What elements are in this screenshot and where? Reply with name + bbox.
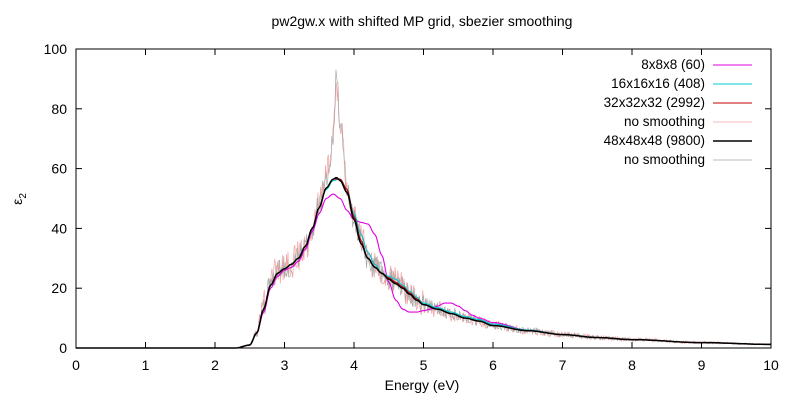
y-tick-label: 20	[51, 280, 67, 296]
x-tick-label: 5	[420, 357, 428, 373]
svg-text:ε2: ε2	[9, 193, 29, 205]
legend-label: 16x16x16 (408)	[611, 76, 705, 91]
x-tick-label: 4	[350, 357, 358, 373]
series-layer	[76, 69, 772, 349]
x-tick-label: 9	[698, 357, 706, 373]
x-tick-label: 0	[72, 357, 80, 373]
x-tick-label: 6	[489, 357, 497, 373]
series-line-1	[76, 178, 771, 349]
x-tick-label: 1	[142, 357, 150, 373]
y-tick-label: 100	[44, 41, 68, 57]
y-axis-title-subscript: 2	[18, 193, 29, 199]
chart-title: pw2gw.x with shifted MP grid, sbezier sm…	[272, 13, 573, 29]
y-axis-title: ε2	[9, 193, 29, 205]
legend: 8x8x8 (60) 16x16x16 (408) 32x32x32 (2992) n…	[604, 57, 752, 167]
x-tick-label: 8	[628, 357, 636, 373]
legend-label: no smoothing	[624, 114, 705, 129]
legend-label: 32x32x32 (2992)	[604, 95, 705, 110]
x-tick-label: 7	[559, 357, 567, 373]
y-axis-title-symbol: ε	[9, 199, 25, 205]
series-line-0	[76, 193, 771, 349]
y-tick-label: 80	[51, 101, 67, 117]
legend-label: no smoothing	[624, 152, 705, 167]
legend-label: 48x48x48 (9800)	[604, 133, 705, 148]
x-tick-label: 10	[763, 357, 779, 373]
x-tick-label: 3	[281, 357, 289, 373]
y-tick-label: 60	[51, 161, 67, 177]
x-tick-label: 2	[211, 357, 219, 373]
x-axis-title: Energy (eV)	[385, 377, 460, 393]
plot-frame	[75, 48, 772, 349]
series-line-4	[76, 176, 771, 349]
legend-label: 8x8x8 (60)	[641, 57, 705, 72]
y-tick-label: 40	[51, 220, 67, 236]
series-line-2	[76, 178, 771, 349]
y-tick-label: 0	[59, 340, 67, 356]
